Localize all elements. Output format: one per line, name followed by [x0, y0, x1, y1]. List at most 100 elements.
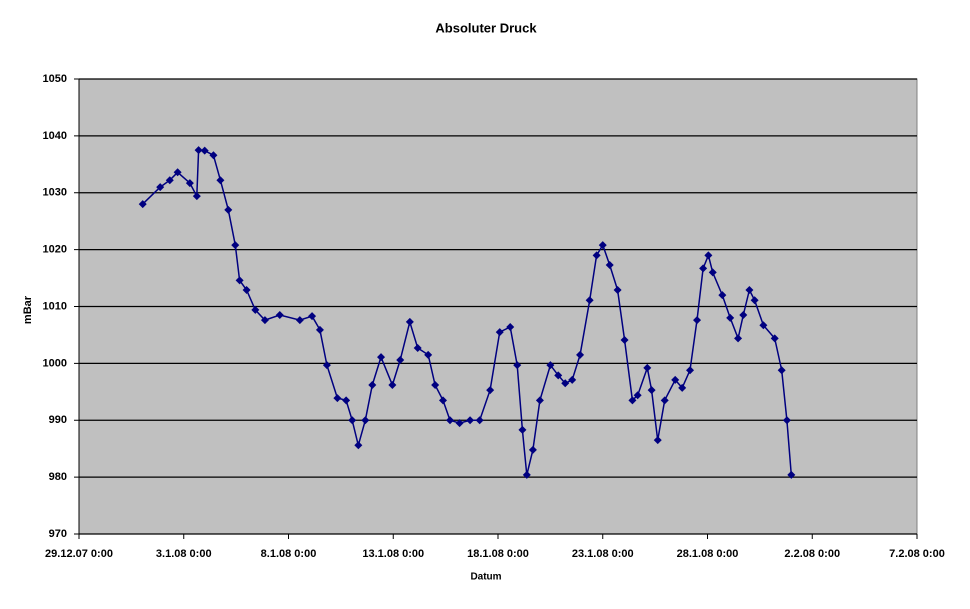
data-marker [445, 416, 454, 425]
data-marker [759, 321, 768, 330]
x-tick-label: 23.1.08 0:00 [572, 548, 634, 560]
x-tick-label: 18.1.08 0:00 [467, 548, 529, 560]
data-marker [495, 328, 504, 337]
data-marker [546, 361, 555, 370]
chart-title: Absoluter Druck [435, 20, 537, 35]
data-marker [216, 176, 225, 185]
data-marker [475, 416, 484, 425]
data-marker [643, 363, 652, 372]
data-marker [224, 205, 233, 214]
data-marker [605, 260, 614, 269]
data-marker [745, 286, 754, 295]
x-tick-label: 2.2.08 0:00 [784, 548, 840, 560]
data-marker [466, 416, 475, 425]
data-marker [322, 361, 331, 370]
data-marker [200, 146, 209, 155]
data-marker [194, 146, 203, 155]
data-marker [354, 441, 363, 450]
data-marker [209, 151, 218, 160]
data-marker [518, 425, 527, 434]
data-marker [231, 241, 240, 250]
data-marker [368, 380, 377, 389]
data-marker [185, 179, 194, 188]
data-marker [726, 313, 735, 322]
y-tick-label: 1010 [43, 300, 67, 312]
data-marker [315, 325, 324, 334]
data-marker [260, 316, 269, 325]
data-marker [620, 336, 629, 345]
data-marker [770, 334, 779, 343]
x-tick-label: 13.1.08 0:00 [362, 548, 424, 560]
data-marker [568, 375, 577, 384]
data-marker [739, 311, 748, 320]
data-marker [192, 192, 201, 201]
data-marker [348, 416, 357, 425]
data-marker [561, 379, 570, 388]
data-marker [251, 305, 260, 314]
data-marker [528, 445, 537, 454]
data-marker [592, 251, 601, 260]
x-tick-label: 7.2.08 0:00 [889, 548, 945, 560]
data-marker [653, 436, 662, 445]
data-marker [708, 268, 717, 277]
data-marker [513, 361, 522, 370]
data-marker [388, 380, 397, 389]
data-marker [165, 176, 174, 185]
data-marker [699, 264, 708, 273]
data-marker [535, 396, 544, 405]
data-marker [173, 168, 182, 177]
data-marker [660, 396, 669, 405]
data-marker [704, 251, 713, 260]
data-marker [671, 375, 680, 384]
data-marker [613, 286, 622, 295]
data-marker [295, 316, 304, 325]
data-marker [506, 322, 515, 331]
data-marker [678, 383, 687, 392]
data-marker [431, 380, 440, 389]
data-marker [275, 311, 284, 320]
data-marker [405, 317, 414, 326]
data-marker [377, 353, 386, 362]
data-marker [585, 296, 594, 305]
data-marker [455, 419, 464, 428]
data-marker [777, 366, 786, 375]
data-marker [647, 386, 656, 395]
data-marker [361, 416, 370, 425]
data-marker [413, 344, 422, 353]
y-tick-label: 1020 [43, 244, 67, 256]
y-tick-label: 1030 [43, 187, 67, 199]
data-marker [439, 396, 448, 405]
y-tick-label: 1040 [43, 130, 67, 142]
data-marker [138, 200, 147, 209]
data-marker [424, 350, 433, 359]
x-tick-label: 8.1.08 0:00 [261, 548, 317, 560]
data-marker [308, 312, 317, 321]
data-marker [628, 396, 637, 405]
data-marker [156, 183, 165, 192]
y-tick-label: 980 [49, 471, 67, 483]
data-marker [686, 366, 695, 375]
x-tick-label: 3.1.08 0:00 [156, 548, 212, 560]
data-marker [598, 241, 607, 250]
data-marker [787, 470, 796, 479]
data-marker [242, 286, 251, 295]
y-axis-label: mBar [22, 295, 34, 324]
y-tick-label: 1050 [43, 73, 67, 85]
data-marker [235, 276, 244, 285]
x-tick-label: 28.1.08 0:00 [677, 548, 739, 560]
data-marker [782, 416, 791, 425]
data-line [142, 149, 793, 476]
data-marker [554, 371, 563, 380]
y-tick-label: 1000 [43, 357, 67, 369]
data-marker [734, 334, 743, 343]
x-tick-label: 29.12.07 0:00 [45, 548, 113, 560]
data-marker [576, 350, 585, 359]
data-marker [718, 291, 727, 300]
data-marker [693, 316, 702, 325]
data-marker [633, 391, 642, 400]
y-tick-label: 990 [49, 414, 67, 426]
data-marker [522, 470, 531, 479]
data-marker [396, 355, 405, 364]
data-marker [333, 394, 342, 403]
